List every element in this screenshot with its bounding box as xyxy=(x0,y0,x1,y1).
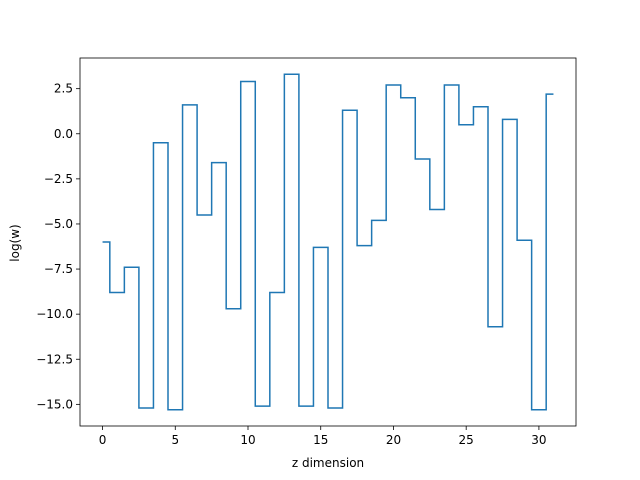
y-tick-label: −10.0 xyxy=(36,307,73,321)
x-tick-label: 15 xyxy=(313,433,328,447)
y-tick-label: −7.5 xyxy=(44,262,73,276)
plot-area xyxy=(102,73,554,411)
x-tick-label: 20 xyxy=(386,433,401,447)
x-axis-label: z dimension xyxy=(292,456,364,470)
y-axis-label: log(w) xyxy=(8,224,22,261)
y-tick-label: 0.0 xyxy=(54,127,73,141)
axes-frame xyxy=(79,57,577,427)
series-line xyxy=(102,73,554,411)
y-tick-label: −2.5 xyxy=(44,172,73,186)
x-tick-label: 25 xyxy=(459,433,474,447)
x-tick-label: 5 xyxy=(171,433,179,447)
y-tick-label: −15.0 xyxy=(36,397,73,411)
x-tick-label: 10 xyxy=(240,433,255,447)
axes: 0 5 10 15 20 25 30 2.5 0.0 −2.5 −5.0 −7.5 −10.0 −12.5… xyxy=(36,57,577,447)
x-tick-label: 30 xyxy=(531,433,546,447)
y-tick-label: −12.5 xyxy=(36,352,73,366)
x-tick-label: 0 xyxy=(99,433,107,447)
y-tick-label: 2.5 xyxy=(54,82,73,96)
y-tick-label: −5.0 xyxy=(44,217,73,231)
